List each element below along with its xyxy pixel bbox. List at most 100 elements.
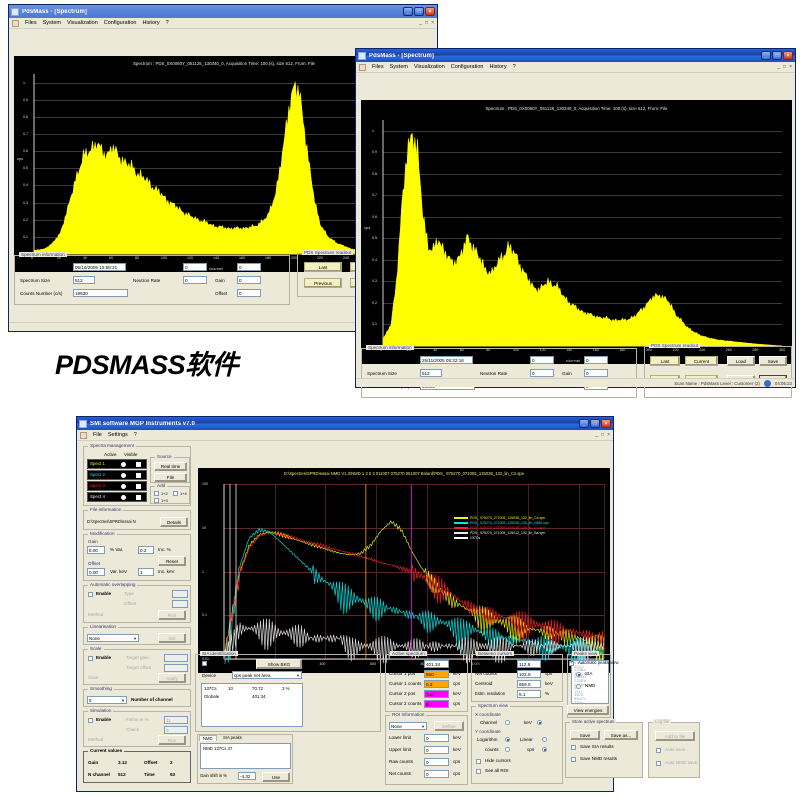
window2-titlebar[interactable]: PdsMass - [Spectrum] _ □ × (356, 49, 795, 62)
window2-menubar[interactable]: Files System Visualization Configuration… (356, 62, 795, 73)
show-bkg-button[interactable]: Show BKG (256, 659, 302, 669)
window3-controls[interactable]: _ □ × (579, 419, 611, 428)
roi-lower-limit-value[interactable]: 0 (424, 734, 449, 742)
peak-list-item[interactable]: 60Co (574, 663, 584, 669)
spect-4-active-radio[interactable] (121, 495, 126, 500)
spect-4-visible-checkbox[interactable] (136, 495, 141, 500)
tab-nmd[interactable]: NMD (199, 735, 217, 741)
automatic-overlapping-enable-checkbox[interactable] (88, 592, 93, 597)
menu-help[interactable]: ? (165, 20, 169, 26)
minimize-button[interactable]: _ (579, 419, 589, 428)
smi-software-window[interactable]: SMI software MGP Instruments v7.0 _ □ × … (76, 416, 619, 792)
tab-sia-peaks[interactable]: SIA peaks (223, 735, 242, 740)
menu-history[interactable]: History (489, 64, 507, 70)
minimize-button[interactable]: _ (761, 51, 771, 60)
window2-controls[interactable]: _ □ × (761, 51, 793, 60)
field-gain[interactable]: 0 (584, 369, 608, 377)
sia-results-list[interactable]: 137Cs 10 70.72 3 % Globale 401.34 (201, 683, 303, 727)
automatic-peaks-view-checkbox[interactable] (569, 660, 574, 666)
save-nmd-results-checkbox[interactable] (571, 757, 576, 762)
field-counts-number[interactable]: 19630 (73, 289, 128, 297)
field-temperature[interactable]: 0 (584, 356, 608, 364)
menu-files[interactable]: Files (25, 20, 37, 26)
peak-list-item[interactable]: 57Co (574, 660, 584, 665)
peaks-sia-radio[interactable] (576, 672, 581, 677)
menu-history[interactable]: History (142, 20, 160, 26)
field-gain[interactable]: 0 (237, 276, 261, 284)
add-to-file-button[interactable]: Add to file (655, 731, 695, 741)
gain-increment-input[interactable]: 0.2 (138, 546, 154, 554)
roi-raw-counts-value[interactable]: 0 (424, 758, 449, 766)
add-1-2-checkbox[interactable] (154, 491, 159, 496)
bc-resolution-value[interactable]: 5.1 (517, 690, 541, 698)
window2-plot[interactable]: Spectrum : PDS_0X0060Y_051126_130340_0, … (361, 100, 792, 364)
total-counts-value[interactable]: 401.34 (424, 660, 449, 668)
simulation-enable-checkbox[interactable] (88, 718, 93, 723)
modification-reset-button[interactable]: Reset (158, 556, 186, 566)
hide-cursors-checkbox[interactable] (476, 759, 481, 764)
field-save-date-time[interactable]: 25/11/2005 05:32:16 (420, 356, 473, 364)
nmd-tab-panel[interactable]: NMD SIA peaks NMD 137Cs 47 Gain shift in… (197, 734, 293, 784)
spect-1-active-radio[interactable] (121, 462, 126, 467)
add-1-4-checkbox[interactable] (173, 491, 178, 496)
peak-list-item[interactable]: 192Ir (574, 692, 584, 698)
y-counts-radio[interactable] (505, 747, 510, 752)
field-temperature[interactable]: 0 (237, 263, 261, 271)
auto-nmd-save-checkbox[interactable] (656, 761, 661, 766)
close-button[interactable]: × (783, 51, 793, 60)
overlap-run-button[interactable]: Run (158, 610, 186, 620)
save-sia-results-checkbox[interactable] (571, 745, 576, 750)
maximize-button[interactable]: □ (772, 51, 782, 60)
mdi-restore[interactable]: □ (601, 432, 605, 438)
field-neutron-rate[interactable]: 0 (530, 369, 554, 377)
menu-system[interactable]: System (389, 64, 408, 70)
x-kev-radio[interactable] (537, 720, 542, 725)
spect-row-1[interactable]: Spect 1 (87, 459, 147, 469)
spect-3-visible-checkbox[interactable] (136, 484, 141, 489)
mdi-restore[interactable]: □ (425, 20, 429, 26)
current-button[interactable]: Current (685, 356, 718, 366)
see-all-roi-checkbox[interactable] (476, 769, 481, 774)
menu-system[interactable]: System (42, 20, 61, 26)
gain-value-input[interactable]: 8.00 (87, 546, 105, 554)
view-energies-btn[interactable]: View energies (567, 705, 609, 715)
cursor1-pos-value[interactable]: 560 (424, 670, 449, 678)
store-save-button[interactable]: Save (570, 730, 600, 740)
close-button[interactable]: × (601, 419, 611, 428)
field-save-date-time[interactable]: 05/16/2005 15:58:31 (73, 263, 126, 271)
field-offset[interactable]: 0 (237, 289, 261, 297)
minimize-button[interactable]: _ (403, 7, 413, 16)
add-1-3-checkbox[interactable] (154, 498, 159, 503)
mdi-close[interactable]: × (789, 64, 792, 70)
pdsmass-window-2[interactable]: PdsMass - [Spectrum] _ □ × Files System … (355, 48, 796, 398)
store-save-as-button[interactable]: Save as... (604, 730, 638, 740)
y-linear-radio[interactable] (542, 737, 547, 742)
roi-net-counts-value[interactable]: 0 (424, 770, 449, 778)
linearisation-select[interactable]: None (87, 634, 139, 642)
device-select[interactable]: cps peak net area (232, 671, 302, 679)
mdi-close[interactable]: × (431, 20, 434, 26)
cursor2-counts-value[interactable]: 0.1 (424, 700, 449, 708)
spect-row-3[interactable]: Spect 3 (87, 481, 147, 491)
peak-list-item[interactable]: 99mTc (574, 695, 586, 701)
y-cps-radio[interactable] (542, 747, 547, 752)
scale-save-label[interactable]: Save (88, 675, 99, 680)
y-logarithm-radio[interactable] (505, 737, 510, 742)
roi-define-button[interactable]: Define (434, 721, 464, 731)
auto-save-checkbox[interactable] (656, 748, 661, 753)
bc-centroid-value[interactable]: 659.5 (517, 680, 541, 688)
close-button[interactable]: × (425, 7, 435, 16)
cursor2-pos-value[interactable]: 740 (424, 690, 449, 698)
window2-mdi-controls[interactable]: _ □ × (777, 64, 792, 70)
simulation-fwhm-input[interactable]: 11 (164, 716, 188, 724)
load-button[interactable]: Load (727, 356, 755, 366)
offset-increment-input[interactable]: 1 (138, 568, 154, 576)
x-channel-radio[interactable] (505, 720, 510, 725)
cursor1-counts-value[interactable]: 0.2 (424, 680, 449, 688)
save-button[interactable]: Save (759, 356, 787, 366)
scale-apply-button[interactable]: Apply (158, 673, 186, 683)
spect-row-4[interactable]: Spect 4 (87, 492, 147, 502)
menu-settings[interactable]: Settings (107, 432, 128, 438)
peak-list-item[interactable]: 133Ba (574, 667, 586, 673)
spect-row-2[interactable]: Spect 2 (87, 470, 147, 480)
